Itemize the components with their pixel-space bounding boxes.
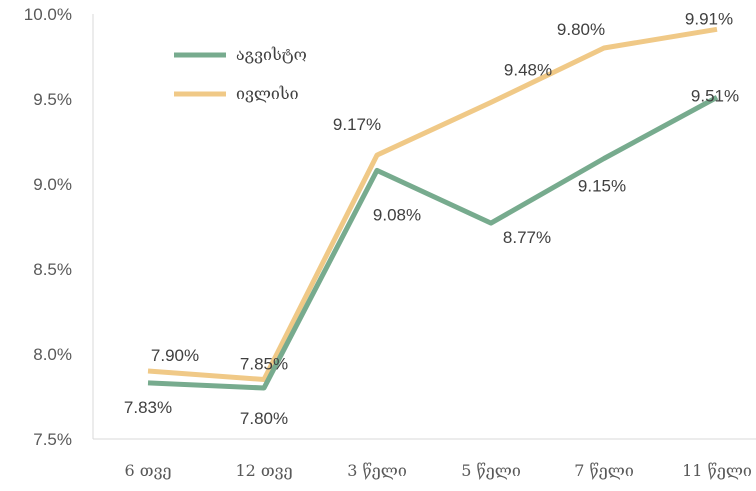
data-label: 7.83% <box>124 398 172 417</box>
x-tick-label: 5 წელი <box>461 461 521 480</box>
legend-label: ივლისი <box>236 84 299 103</box>
data-label: 7.80% <box>240 409 288 428</box>
data-labels: 7.83% 7.80% 9.08% 8.77% 9.15% 9.51% 7.90% 7.85%… <box>124 9 739 428</box>
y-tick-label: 10.0% <box>24 5 72 24</box>
data-label: 9.08% <box>373 205 421 224</box>
x-axis-ticks: 6 თვე 12 თვე 3 წელი 5 წელი 7 წელი 11 წელი <box>125 461 752 480</box>
data-label: 9.15% <box>578 177 626 196</box>
y-axis-ticks: 7.5% 8.0% 8.5% 9.0% 9.5% 10.0% <box>24 5 72 449</box>
data-label: 7.90% <box>151 346 199 365</box>
y-tick-label: 9.5% <box>33 90 72 109</box>
data-label: 8.77% <box>503 228 551 247</box>
series-lines <box>147 26 719 391</box>
x-tick-label: 12 თვე <box>235 461 292 480</box>
legend: აგვისტო ივლისი <box>174 45 307 103</box>
x-tick-label: 7 წელი <box>574 461 634 480</box>
data-label: 9.91% <box>685 9 733 28</box>
x-tick-label: 6 თვე <box>125 461 172 480</box>
y-tick-label: 8.0% <box>33 345 72 364</box>
data-label: 9.48% <box>504 60 552 79</box>
y-tick-label: 7.5% <box>33 430 72 449</box>
y-tick-label: 9.0% <box>33 175 72 194</box>
y-tick-label: 8.5% <box>33 260 72 279</box>
x-tick-label: 11 წელი <box>682 461 752 480</box>
legend-label: აგვისტო <box>236 45 307 64</box>
series-line-july <box>147 26 718 382</box>
x-tick-label: 3 წელი <box>347 461 407 480</box>
data-label: 9.51% <box>691 86 739 105</box>
data-label: 9.80% <box>557 20 605 39</box>
series-line-august <box>147 95 719 391</box>
data-label: 9.17% <box>333 115 381 134</box>
data-label: 7.85% <box>240 355 288 374</box>
